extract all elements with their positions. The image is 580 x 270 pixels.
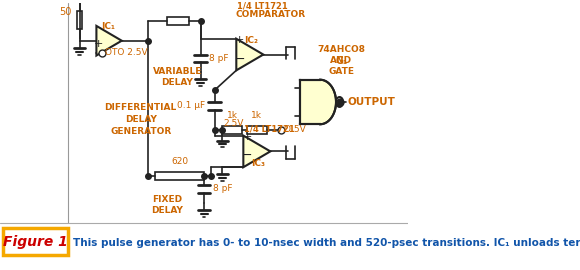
Text: −: − — [242, 149, 252, 162]
Text: 2.5V: 2.5V — [223, 119, 244, 128]
Bar — [77, 11, 82, 29]
Text: COMPARATOR: COMPARATOR — [236, 10, 306, 19]
Text: FIXED
DELAY: FIXED DELAY — [151, 195, 183, 215]
Text: DIFFERENTIAL
DELAY
GENERATOR: DIFFERENTIAL DELAY GENERATOR — [104, 103, 177, 136]
FancyBboxPatch shape — [3, 228, 67, 255]
Text: VARIABLE
DELAY: VARIABLE DELAY — [153, 68, 202, 87]
Polygon shape — [244, 136, 270, 167]
Text: 50: 50 — [59, 7, 71, 17]
Polygon shape — [236, 39, 263, 70]
Bar — [155, 172, 204, 180]
Text: 620: 620 — [171, 157, 188, 166]
Text: +: + — [94, 39, 103, 49]
Text: G₁: G₁ — [335, 56, 347, 66]
Text: −: − — [235, 52, 245, 65]
Text: OTO 2.5V: OTO 2.5V — [105, 48, 147, 57]
Text: 74AHCO8
AND
GATE: 74AHCO8 AND GATE — [317, 45, 365, 76]
Text: IC₂: IC₂ — [244, 36, 258, 45]
Circle shape — [336, 97, 343, 107]
Text: 0.1 μF: 0.1 μF — [177, 102, 205, 110]
Text: 1/4 LT1721: 1/4 LT1721 — [244, 125, 295, 134]
Text: 1k: 1k — [251, 111, 262, 120]
Polygon shape — [300, 80, 336, 124]
Bar — [247, 126, 267, 134]
Text: 8 pF: 8 pF — [209, 54, 229, 63]
Polygon shape — [96, 26, 122, 56]
Text: 1k: 1k — [227, 111, 238, 120]
Text: Figure 1: Figure 1 — [3, 235, 67, 249]
Text: IC₁: IC₁ — [101, 22, 115, 31]
Text: O 5V: O 5V — [284, 125, 305, 134]
Bar — [222, 126, 242, 134]
Text: +: + — [242, 131, 252, 141]
Text: OUTPUT: OUTPUT — [347, 97, 395, 107]
Text: This pulse generator has 0- to 10-nsec width and 520-psec transitions. IC₁ unloa: This pulse generator has 0- to 10-nsec w… — [73, 238, 580, 248]
Bar — [167, 17, 189, 25]
Text: 8 pF: 8 pF — [212, 184, 232, 194]
Text: IC₃: IC₃ — [251, 159, 265, 168]
Text: +: + — [235, 35, 245, 45]
Text: 1/4 LT1721: 1/4 LT1721 — [237, 1, 288, 10]
